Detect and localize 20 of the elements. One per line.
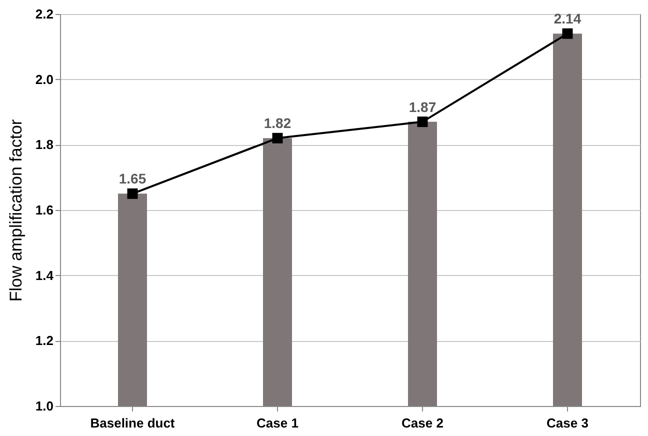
x-tick-label: Baseline duct bbox=[90, 416, 176, 430]
data-label: 1.65 bbox=[118, 170, 146, 187]
point bbox=[272, 132, 283, 144]
x-tick-label: Case 3 bbox=[546, 416, 588, 430]
point bbox=[127, 188, 138, 199]
y-tick-label: 2.0 bbox=[35, 72, 54, 87]
y-tick-label: 1.0 bbox=[35, 398, 54, 414]
y-tick-label: 1.8 bbox=[35, 137, 54, 152]
y-axis-title: Flow amplification factor bbox=[6, 118, 26, 302]
x-tick-label: Case 1 bbox=[256, 416, 298, 430]
y-tick-label: 1.6 bbox=[35, 202, 54, 218]
x-tick-label: Case 2 bbox=[402, 416, 444, 430]
point bbox=[417, 116, 428, 128]
y-tick-label: 2.2 bbox=[35, 6, 54, 22]
data-label: 1.82 bbox=[264, 115, 292, 132]
y-tick-label: 1.4 bbox=[35, 268, 54, 283]
y-tick-label: 1.2 bbox=[35, 333, 54, 348]
data-label: 2.14 bbox=[554, 10, 582, 27]
data-label: 1.87 bbox=[408, 98, 436, 115]
point bbox=[562, 28, 573, 39]
